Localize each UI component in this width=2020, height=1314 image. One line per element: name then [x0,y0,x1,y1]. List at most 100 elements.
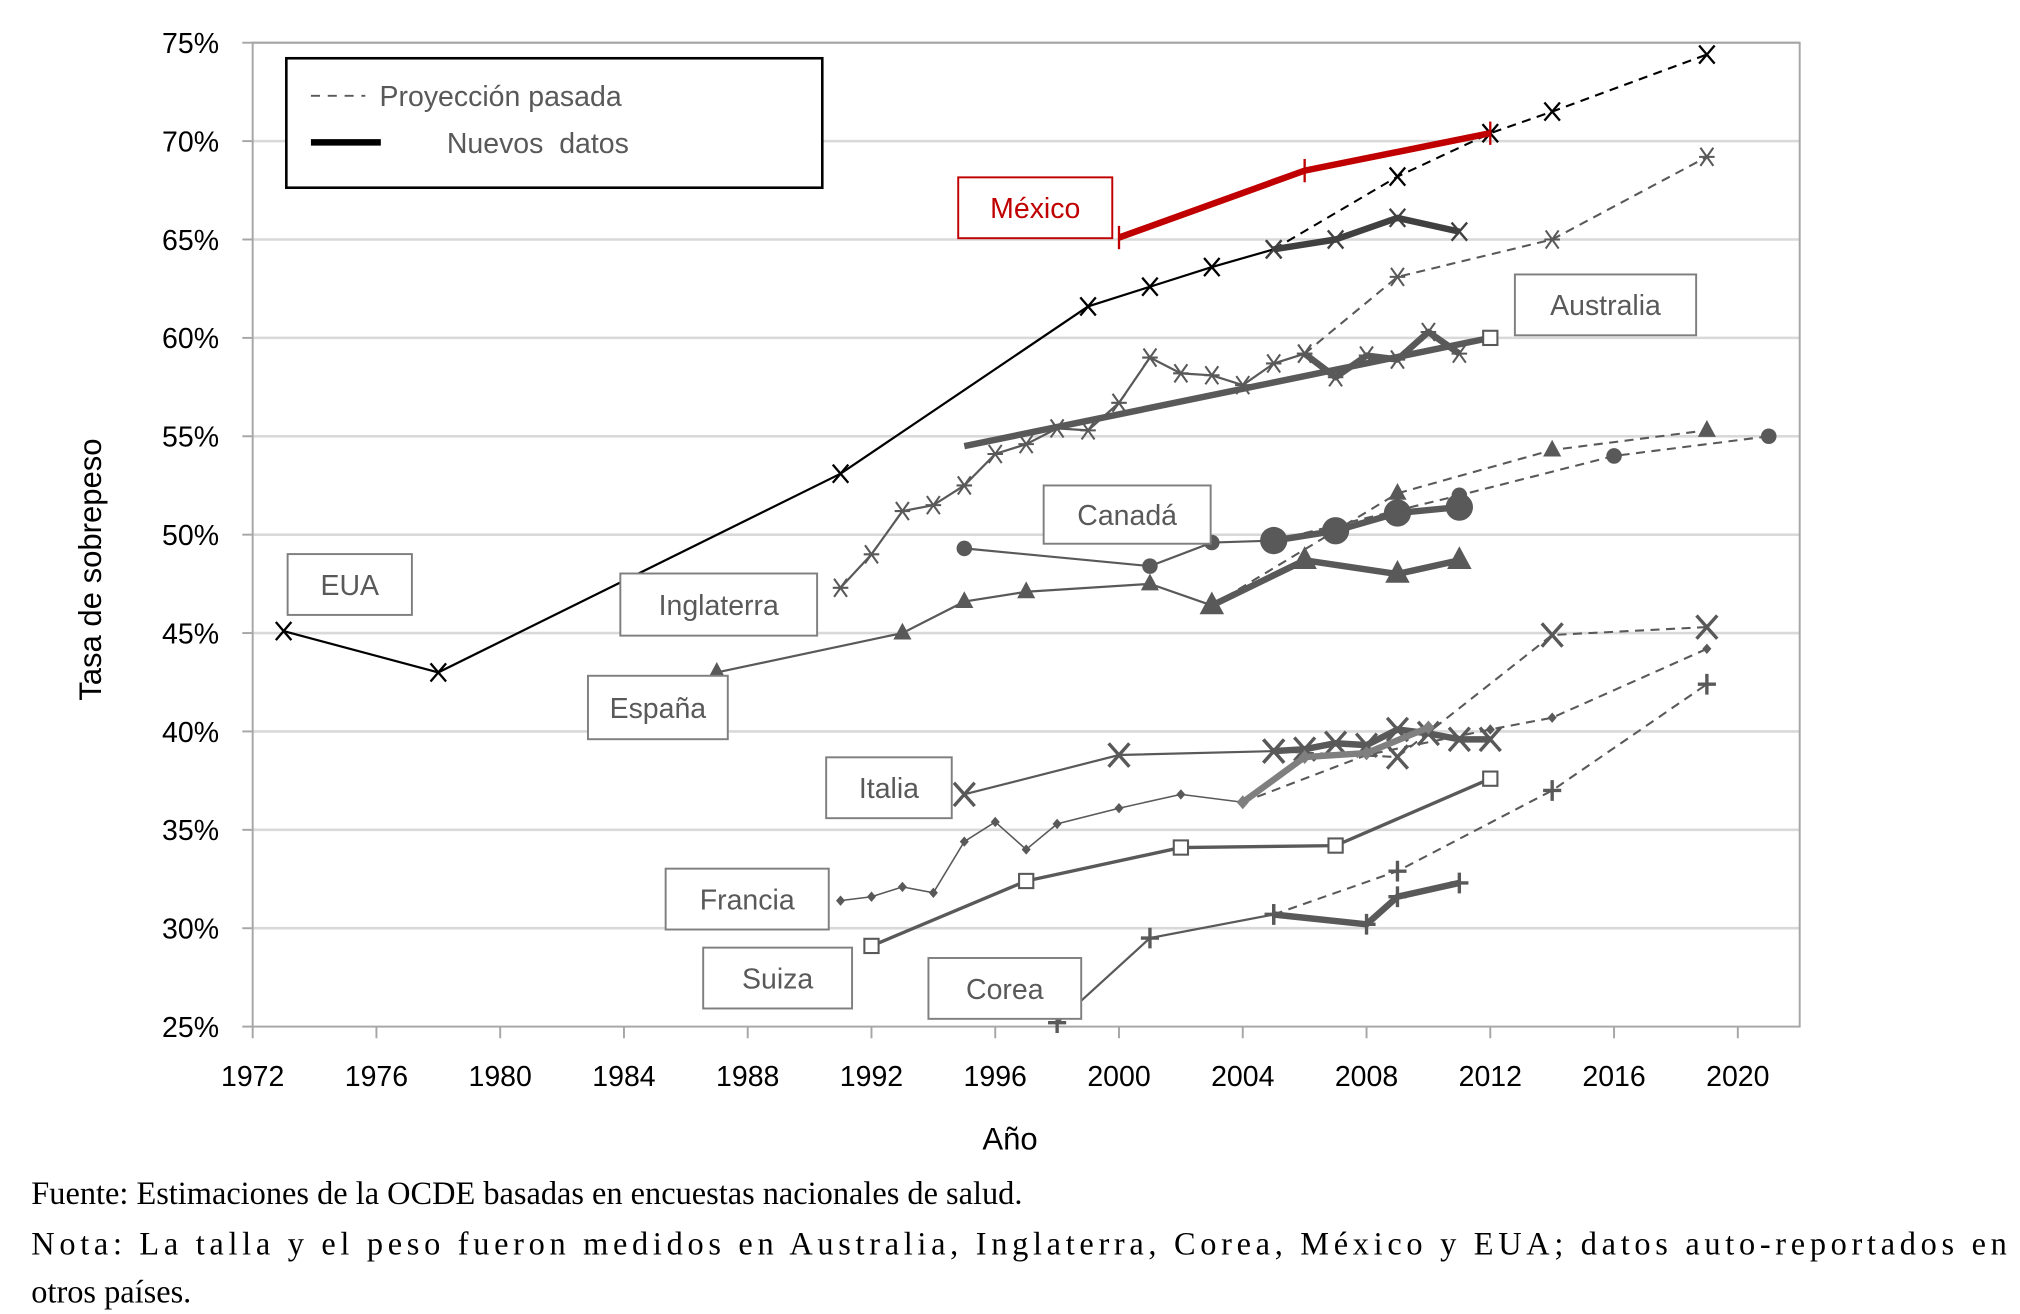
asterisk-marker [1544,229,1560,250]
asterisk-marker [863,544,880,565]
plus-marker [1140,927,1160,949]
projection-line [1242,647,1708,804]
x-marker [1141,276,1159,297]
plus-marker [1697,673,1716,695]
triangle-marker [1199,591,1225,615]
label-box-frame [825,756,953,820]
x-marker [1262,738,1286,764]
legend: Proyección pasada Nuevos datos [285,56,824,190]
label-box: España [586,674,729,741]
circle-marker [1142,558,1158,574]
asterisk-marker [1265,353,1282,374]
asterisk-marker [1296,343,1313,364]
country-label: EUA [320,570,379,602]
square-marker [1327,837,1344,854]
triangle-marker [707,662,726,679]
label-box: EUA [286,553,413,616]
x-marker [1447,726,1471,753]
y-tick-label: 50% [162,520,219,552]
x-marker [831,463,850,484]
asterisk-marker [987,444,1004,464]
series-australia [963,329,1499,450]
country-label: México [990,193,1080,225]
data-line [964,539,1274,568]
series-espana [707,420,1716,679]
diamond-marker [1547,712,1557,723]
projection-line [1273,53,1708,251]
x-marker [1107,742,1131,768]
y-tick-label: 60% [162,323,219,355]
label-box-frame [702,946,854,1010]
asterisk-marker [1699,147,1715,167]
square-marker [1172,839,1190,856]
series-corea [1048,673,1716,1034]
label-box-frame [664,867,830,931]
circle-marker [1445,493,1473,521]
plus-marker [1388,886,1407,908]
label-box: Suiza [702,946,854,1010]
y-tick-label: 30% [162,914,219,946]
y-tick-label: 40% [162,717,219,749]
x-marker [1323,730,1348,757]
x-tick-label: 2000 [1087,1061,1150,1093]
square-marker [863,937,880,955]
y-tick-label: 55% [162,422,219,454]
triangle-marker [1543,439,1562,457]
triangle-marker [1447,546,1472,569]
new-data-line [963,334,1491,450]
label-box: Francia [664,867,830,931]
x-tick-label: 2008 [1335,1061,1398,1093]
diamond-marker [1702,643,1712,654]
circle-marker [1606,448,1622,464]
data-line [1056,913,1274,1024]
asterisk-marker [1420,322,1437,342]
x-tick-label: 1992 [840,1061,903,1093]
country-label: Australia [1550,290,1661,322]
asterisk-marker [1111,393,1127,413]
series-eua [274,44,1716,683]
diamond-marker [836,895,846,906]
circle-marker [1260,526,1288,555]
x-tick-label: 2004 [1211,1061,1274,1093]
data-line [839,352,1305,589]
x-marker [274,621,293,641]
y-axis-title: Tasa de sobrepeso [73,438,108,700]
circle-marker [1760,428,1777,445]
label-box: México [957,176,1114,240]
x-marker [1540,622,1564,648]
new-data-line [1117,130,1491,241]
square-marker [1482,770,1499,787]
x-tick-label: 1996 [964,1061,1027,1093]
footer-note-line1: Nota: La talla y el peso fueron medidos … [31,1225,2007,1261]
footer-note-line2: otros países. [31,1273,191,1309]
x-tick-label: 1980 [469,1061,532,1093]
diamond-marker [1236,795,1249,810]
label-box-frame [927,957,1083,1020]
country-label: Corea [966,974,1044,1006]
plus-marker [1264,904,1283,925]
y-axis: 25% 30% 35% 40% 45% 50% 55% 60% 65% 70% 75% [162,28,253,1044]
x-tick-label: 2012 [1459,1061,1522,1093]
x-marker [1388,208,1407,228]
triangle-marker [955,591,974,609]
footer-source: Fuente: Estimaciones de la OCDE basadas … [31,1175,1022,1211]
asterisk-marker [1173,363,1189,383]
circle-marker [1383,499,1412,527]
asterisk-marker [894,501,911,521]
country-label: España [610,693,707,725]
new-data-line [1273,214,1461,253]
x-marker [1698,44,1716,65]
x-tick-label: 1988 [716,1061,779,1093]
country-label: Italia [859,773,919,805]
y-tick-label: 70% [162,126,219,158]
plus-marker [1543,780,1562,801]
new-data-line [1240,724,1430,805]
diamond-marker [1021,844,1031,855]
label-box: Inglaterra [619,572,819,637]
diamond-marker [990,816,1000,828]
plus-marker [1388,860,1407,882]
label-box-frame [286,553,413,616]
x-marker [1388,166,1407,187]
label-box-frame [619,572,819,637]
diamond-marker [866,891,877,902]
